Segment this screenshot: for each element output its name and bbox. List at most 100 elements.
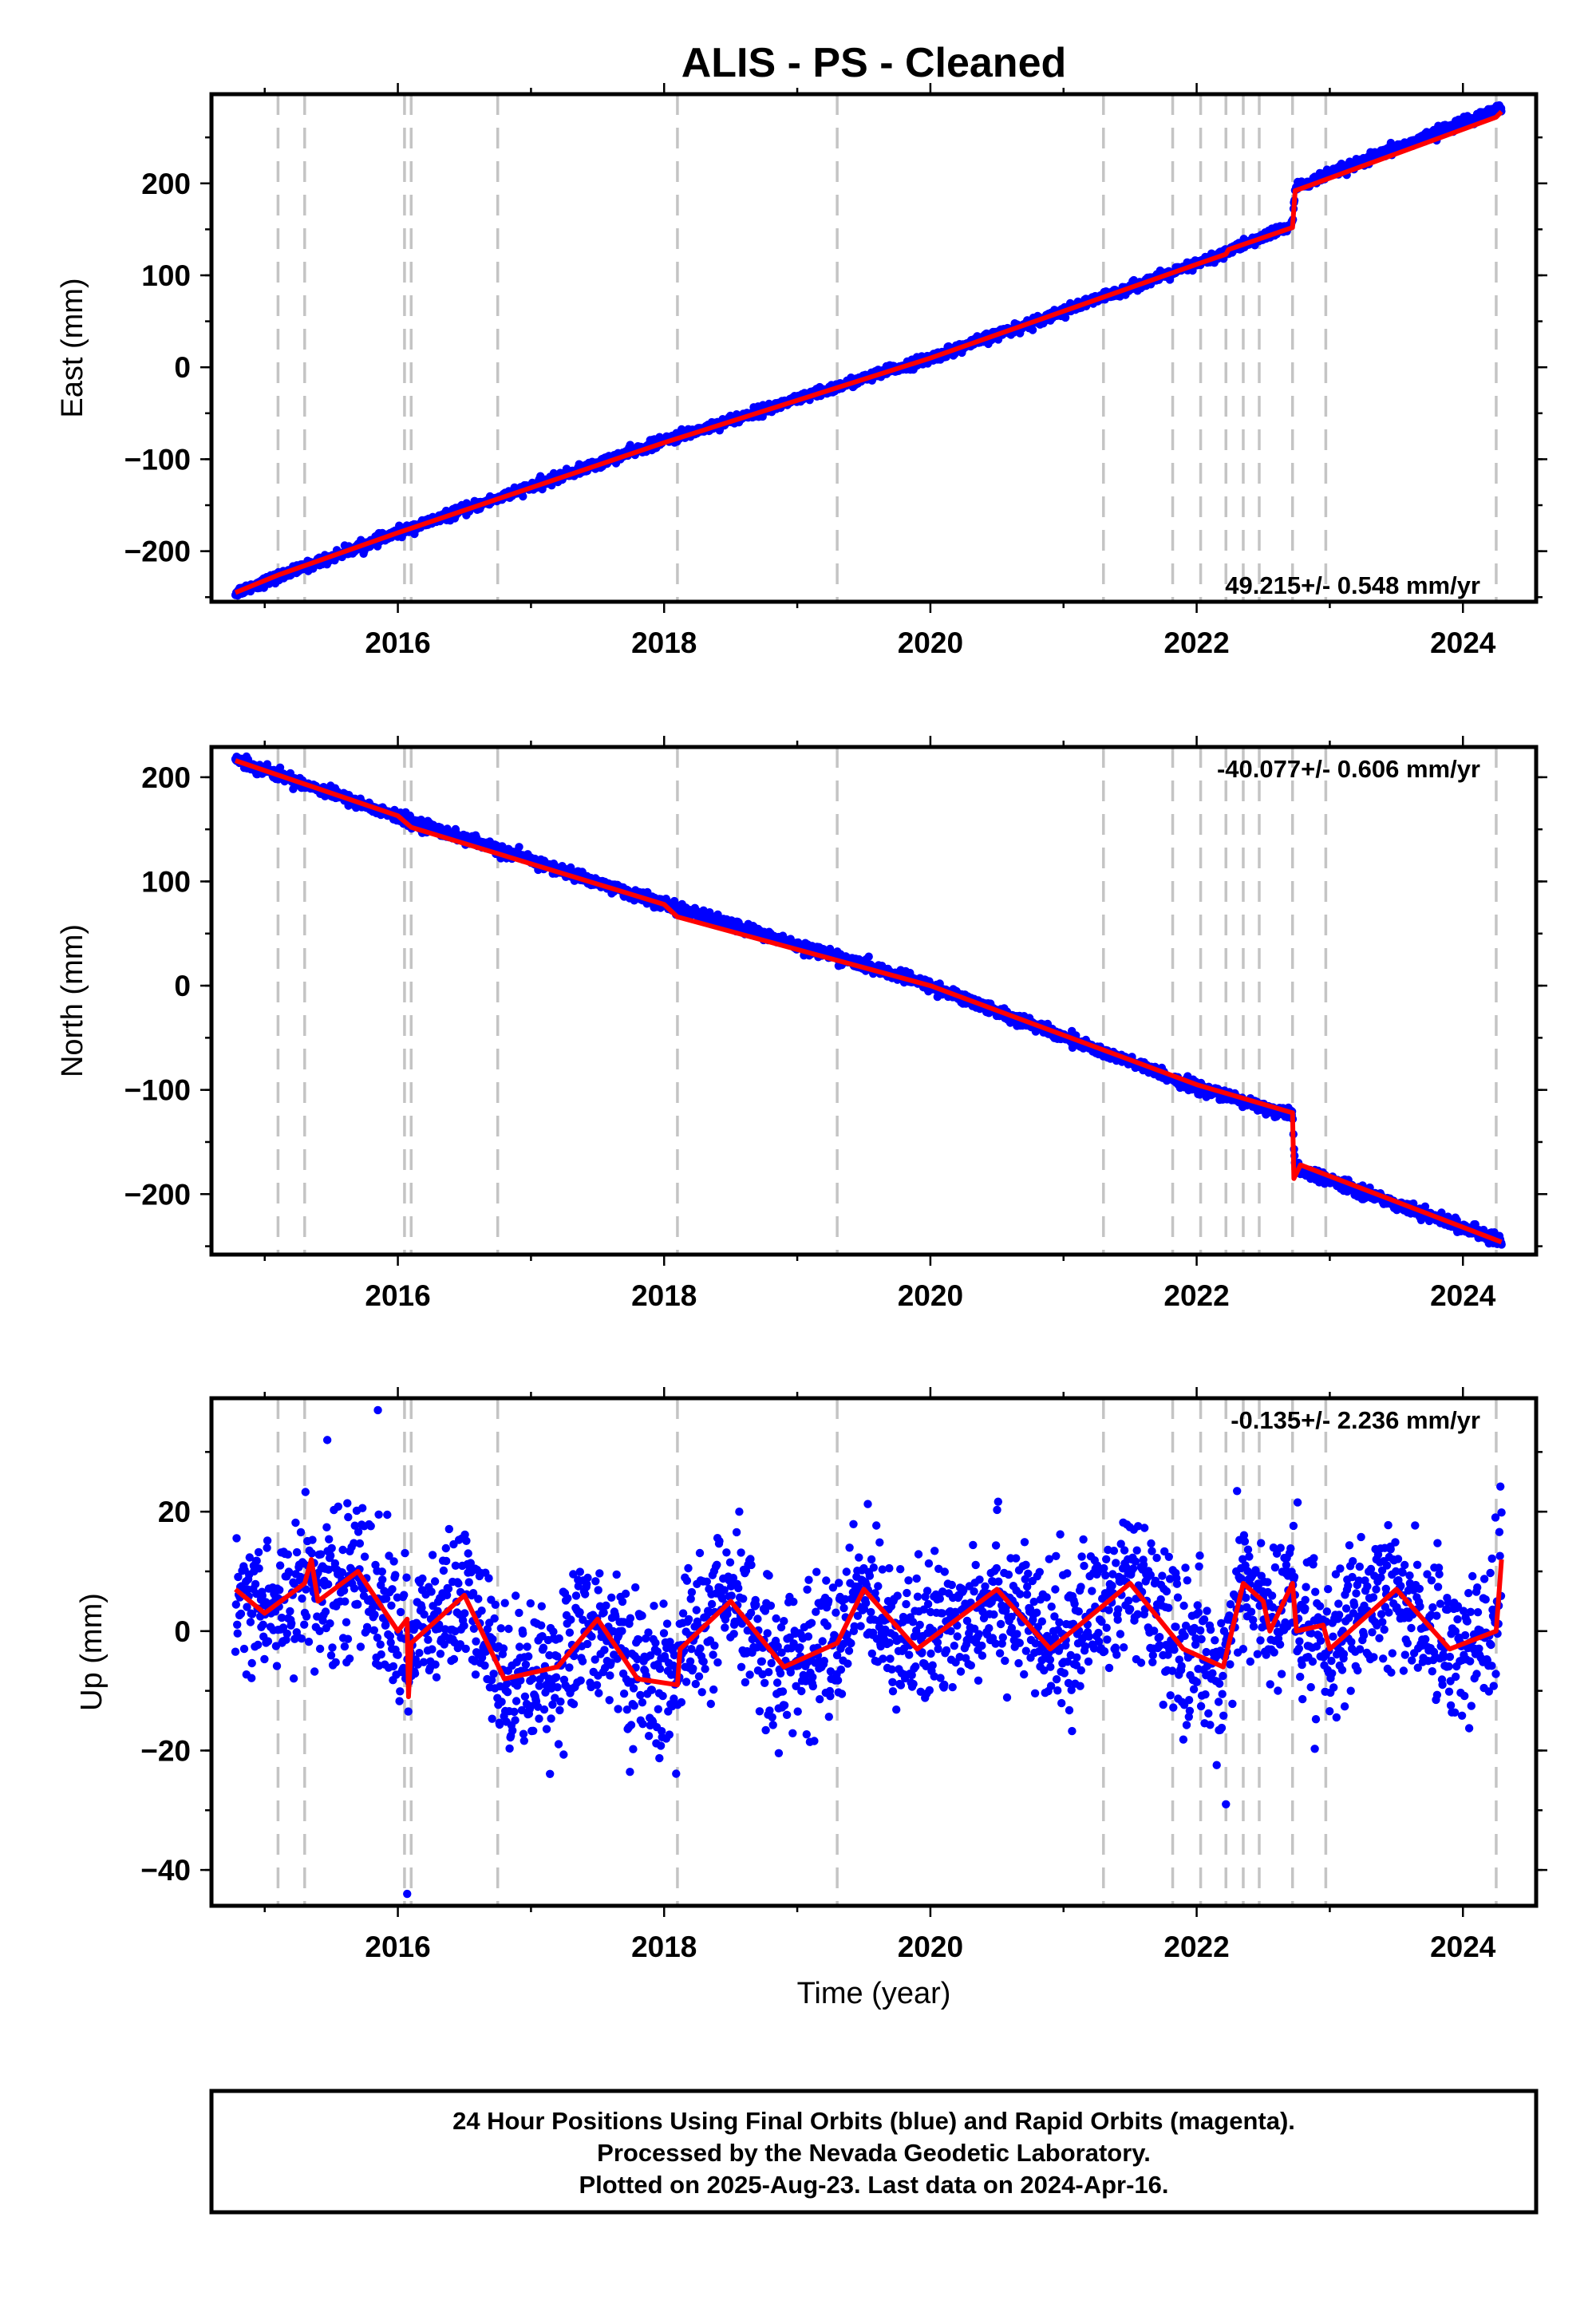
data-point (236, 1609, 246, 1618)
data-point (321, 1607, 330, 1616)
east-offset-lines (276, 94, 1498, 602)
x-tick-label: 2022 (1163, 1279, 1229, 1312)
data-point (298, 1594, 306, 1603)
data-point (326, 1619, 334, 1628)
data-point (233, 1629, 242, 1638)
data-point (291, 1518, 300, 1528)
data-point (232, 1534, 241, 1543)
data-point (263, 1637, 273, 1646)
data-point (231, 1647, 240, 1656)
data-point (296, 1528, 306, 1537)
data-point (343, 1634, 353, 1643)
data-point (272, 1662, 282, 1670)
y-tick-label: −200 (124, 1178, 191, 1211)
data-point (255, 1564, 263, 1573)
data-point (331, 1658, 340, 1667)
data-point (341, 1597, 350, 1606)
data-point (340, 1642, 350, 1651)
data-point (283, 1550, 292, 1559)
north-axis-label: North (mm) (56, 924, 89, 1077)
data-point (251, 1579, 260, 1589)
data-point (254, 1547, 263, 1557)
y-tick-label: 0 (174, 351, 191, 384)
y-tick-label: 100 (141, 259, 191, 292)
data-point (327, 1543, 336, 1553)
data-point (247, 1658, 256, 1668)
east-fit-line (234, 109, 1503, 595)
data-point (301, 1488, 310, 1496)
north-data-points (231, 752, 1506, 1249)
data-point (864, 952, 873, 961)
data-point (259, 1620, 267, 1630)
data-point (338, 1545, 347, 1555)
north-ticks: 200 100 0 −100 −200 2016 2018 2020 2022 2024 (124, 736, 1547, 1312)
data-point (233, 1620, 242, 1630)
x-tick-label: 2020 (898, 626, 963, 659)
data-point (307, 1549, 316, 1558)
east-fit-line-group (234, 109, 1503, 595)
data-point (282, 1629, 291, 1638)
data-point (275, 1586, 284, 1595)
up-data-points (231, 1405, 1506, 1899)
x-tick-label: 2020 (898, 1279, 963, 1312)
data-point (310, 1667, 319, 1676)
data-point (342, 1618, 351, 1626)
data-point (292, 1547, 302, 1557)
y-tick-label: 200 (141, 761, 191, 794)
x-tick-label: 2016 (365, 1279, 430, 1312)
east-frame (209, 92, 1539, 604)
data-point (289, 1674, 298, 1683)
x-tick-label: 2016 (365, 626, 430, 659)
east-ticks: 200 100 0 −100 −200 2016 2018 2020 2022 2024 (124, 83, 1547, 659)
data-point (302, 1612, 311, 1621)
data-point (300, 1620, 309, 1629)
data-point (334, 1502, 342, 1512)
data-point (325, 1535, 334, 1543)
data-point (239, 1644, 249, 1654)
x-tick-label: 2024 (1430, 626, 1496, 659)
data-point (246, 1618, 255, 1626)
data-point (231, 1600, 240, 1609)
y-tick-label: 200 (141, 168, 191, 200)
data-point (344, 1512, 353, 1522)
data-point (519, 492, 527, 501)
data-point (315, 1644, 325, 1654)
y-tick-label: −200 (124, 536, 191, 568)
data-point (326, 1651, 336, 1660)
north-fit-line-group (235, 758, 1503, 1245)
data-point (322, 1523, 331, 1531)
up-offset-lines (276, 1398, 1498, 1906)
east-rate-label: 49.215+/- 0.548 mm/yr (1225, 571, 1480, 599)
north-fit-line (235, 758, 1503, 1245)
north-rate-label: -40.077+/- 0.606 mm/yr (1217, 755, 1480, 783)
data-point (275, 1561, 285, 1570)
data-point (254, 1640, 263, 1650)
y-tick-label: 100 (141, 865, 191, 898)
chart-title: ALIS - PS - Cleaned (681, 40, 1067, 86)
data-point (297, 1634, 306, 1643)
north-panel: 200 100 0 −100 −200 2016 2018 2020 2022 2024 Nort… (56, 736, 1547, 1312)
data-point (263, 1536, 272, 1545)
x-tick-label: 2018 (631, 626, 697, 659)
data-point (263, 1543, 271, 1552)
data-point (324, 1580, 333, 1589)
x-tick-label: 2024 (1430, 1279, 1496, 1312)
data-point (515, 843, 523, 852)
y-tick-label: 0 (174, 970, 191, 1002)
data-point (287, 1619, 296, 1628)
data-point (286, 1607, 294, 1616)
data-point (252, 1556, 261, 1565)
x-tick-label: 2022 (1163, 626, 1229, 659)
data-point (247, 1674, 256, 1682)
data-point (308, 1535, 317, 1544)
data-point (1028, 326, 1037, 334)
data-point (260, 1654, 269, 1664)
data-point (343, 1499, 352, 1508)
y-tick-label: −100 (124, 443, 191, 476)
x-tick-label: 2018 (631, 1279, 697, 1312)
y-tick-label: −100 (124, 1074, 191, 1107)
data-point (328, 1643, 337, 1652)
